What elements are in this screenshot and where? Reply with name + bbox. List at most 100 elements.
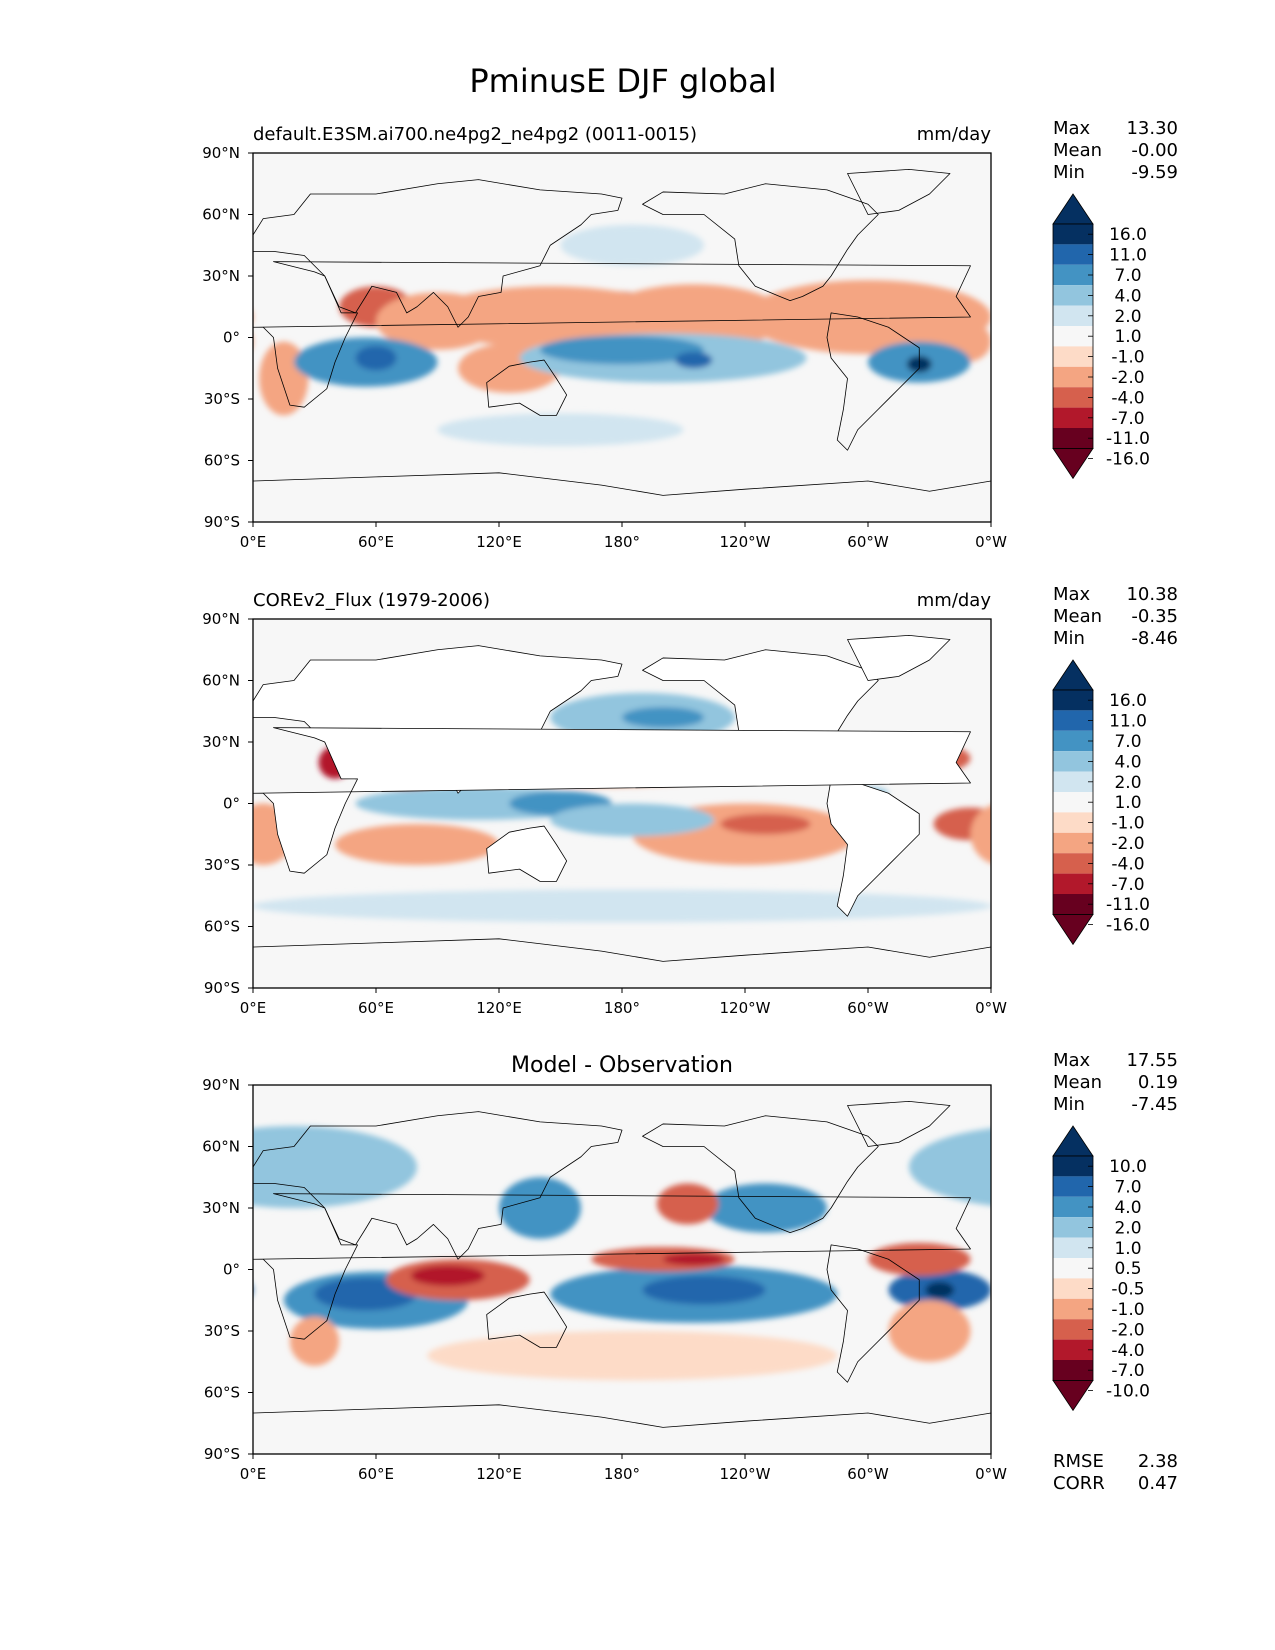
stat-value-max: 13.30	[1126, 118, 1178, 139]
colorbar-label: 4.0	[1114, 286, 1141, 306]
colorbar-segment	[1053, 710, 1093, 731]
contour-region	[868, 1242, 971, 1276]
colorbar-segment	[1053, 792, 1093, 813]
x-tick-label: 120°W	[720, 999, 771, 1017]
contour-region	[745, 280, 991, 354]
coastline-australia	[486, 359, 568, 416]
colorbar-label: -1.0	[1111, 814, 1144, 834]
colorbar: 10.07.04.02.01.00.5-0.5-1.0-2.0-4.0-7.0-…	[1052, 1125, 1150, 1412]
x-tick-label: 60°W	[847, 1465, 889, 1483]
contour-region	[376, 292, 499, 350]
colorbar-extend-top	[1052, 193, 1094, 225]
contour-region	[253, 889, 991, 923]
x-tick-label: 0°W	[975, 1465, 1007, 1483]
colorbar-segment	[1053, 751, 1093, 772]
colorbar-label: 2.0	[1114, 307, 1141, 327]
colorbar-segment	[1053, 285, 1093, 306]
stat-label-mean: Mean	[1053, 140, 1102, 161]
map-area	[253, 153, 1046, 522]
y-tick-label: 60°N	[202, 206, 240, 224]
x-tick-label: 120°E	[476, 533, 522, 551]
colorbar-segment	[1053, 1298, 1093, 1320]
coastline-americaS	[826, 312, 920, 451]
contour-region	[656, 1183, 719, 1225]
coastline-australia	[486, 825, 568, 882]
colorbar-label: -4.0	[1111, 854, 1144, 874]
y-tick-label: 90°N	[202, 144, 240, 162]
colorbar-label: -11.0	[1106, 895, 1150, 915]
colorbar-segment	[1053, 1237, 1093, 1258]
colorbar-segment	[1053, 407, 1093, 428]
y-tick-label: 60°S	[204, 452, 240, 470]
colorbar-segment	[1053, 326, 1093, 347]
colorbar-segment	[1053, 346, 1093, 367]
y-tick-label: 60°S	[204, 918, 240, 936]
stat-value-mean: -0.00	[1131, 140, 1178, 161]
colorbar-segment	[1053, 1217, 1093, 1238]
colorbar-label: -4.0	[1111, 388, 1144, 408]
y-tick-label: 30°S	[204, 856, 240, 874]
colorbar: 16.011.07.04.02.01.0-1.0-2.0-4.0-7.0-11.…	[1052, 193, 1150, 480]
coastline-africa	[253, 1193, 971, 1340]
coastline-australia	[486, 1291, 568, 1348]
colorbar-label: -2.0	[1111, 368, 1144, 388]
x-tick-label: 0°E	[240, 1465, 267, 1483]
colorbar-segment	[1053, 894, 1093, 915]
colorbar-segment	[1053, 853, 1093, 874]
y-tick-label: 30°S	[204, 390, 240, 408]
stat-value-min: -9.59	[1131, 162, 1178, 183]
contour-region	[933, 807, 991, 841]
stat-label-mean: Mean	[1053, 606, 1102, 627]
stat-label-max: Max	[1053, 1050, 1091, 1071]
colorbar-segment	[1053, 264, 1093, 286]
colorbar-label: -7.0	[1111, 875, 1144, 895]
colorbar-extend-top	[1052, 659, 1094, 691]
y-tick-label: 0°	[223, 1261, 240, 1279]
colorbar-segment	[1053, 1258, 1093, 1279]
colorbar-label: -16.0	[1106, 450, 1150, 470]
colorbar-label: -10.0	[1106, 1382, 1150, 1402]
colorbar-label: 7.0	[1114, 266, 1141, 286]
contour-region	[997, 342, 1046, 416]
coastline-eurasia	[253, 1111, 623, 1260]
metric-label-rmse: RMSE	[1053, 1451, 1104, 1472]
contour-region	[909, 1128, 991, 1206]
metric-value-corr: 0.47	[1138, 1473, 1178, 1494]
coastline-greenland	[847, 635, 951, 681]
y-tick-label: 30°N	[202, 1199, 240, 1217]
y-tick-label: 0°	[223, 329, 240, 347]
colorbar-segment	[1053, 428, 1093, 449]
colorbar-label: 7.0	[1114, 1178, 1141, 1198]
coastline-americaN	[642, 183, 879, 302]
x-tick-label: 180°	[604, 533, 640, 551]
contour-region	[642, 1275, 766, 1305]
y-tick-label: 90°N	[202, 610, 240, 628]
contour-region	[427, 1331, 838, 1381]
colorbar-segment	[1053, 1278, 1093, 1299]
colorbar-label: -4.0	[1111, 1341, 1144, 1361]
colorbar-label: 16.0	[1109, 691, 1147, 711]
colorbar-label: -7.0	[1111, 409, 1144, 429]
colorbar-label: 11.0	[1109, 712, 1147, 732]
coastline-americaS	[826, 778, 920, 917]
map-panel-test: default.E3SM.ai700.ne4pg2_ne4pg2 (0011-0…	[202, 118, 1178, 551]
panel-units: mm/day	[917, 124, 992, 145]
colorbar-segment	[1053, 771, 1093, 792]
colorbar-segment	[1053, 1156, 1093, 1177]
colorbar-segment	[1053, 1319, 1093, 1340]
y-tick-label: 90°S	[204, 513, 240, 531]
colorbar-label: -2.0	[1111, 1320, 1144, 1340]
contour-region	[540, 335, 704, 365]
contour-region	[410, 1265, 485, 1286]
colorbar-label: -2.0	[1111, 834, 1144, 854]
contour-region	[601, 284, 786, 350]
stat-value-mean: -0.35	[1131, 606, 1178, 627]
stat-value-min: -8.46	[1131, 628, 1178, 649]
colorbar-extend-bottom	[1052, 914, 1094, 946]
coastline-africa	[253, 727, 971, 874]
x-tick-label: 180°	[604, 1465, 640, 1483]
stat-label-max: Max	[1053, 584, 1091, 605]
x-tick-label: 0°W	[975, 999, 1007, 1017]
x-tick-label: 180°	[604, 999, 640, 1017]
